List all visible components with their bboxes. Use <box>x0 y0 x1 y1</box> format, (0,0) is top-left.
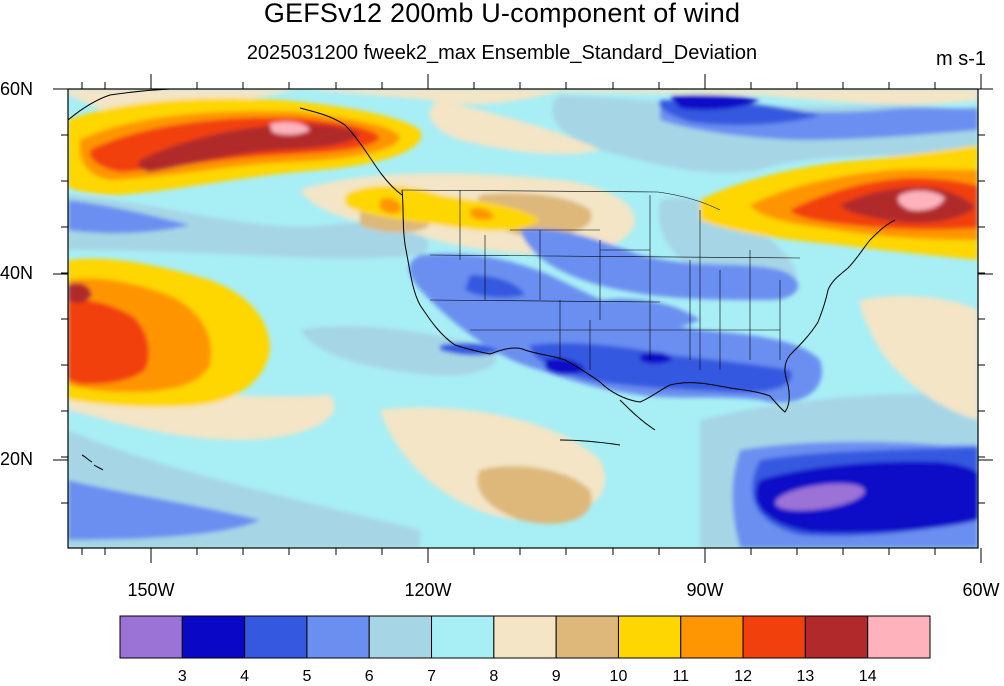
field-contour <box>68 480 260 540</box>
hawaii-coastline <box>81 454 104 471</box>
lon-label-150w: 150W <box>127 580 175 600</box>
colorbar-level-label: 6 <box>364 668 374 685</box>
field-contour <box>775 483 865 511</box>
coastlines <box>68 89 896 471</box>
colorbar-swatch <box>867 615 931 659</box>
field-contour <box>465 275 525 298</box>
colorbar-level-label: 12 <box>734 668 752 685</box>
field-contour <box>898 190 945 211</box>
colorbar-level-label: 5 <box>302 668 312 685</box>
map-ticks <box>53 74 993 563</box>
field-contour <box>477 466 592 524</box>
field-contour <box>755 461 978 533</box>
state-lines <box>401 189 801 370</box>
field-contour <box>470 207 494 221</box>
field-contour <box>545 358 585 375</box>
field-contour <box>860 295 978 420</box>
lon-label-60w: 60W <box>962 580 1000 600</box>
field-contour <box>68 89 978 105</box>
colorbar-swatch <box>181 615 246 659</box>
field-contour <box>68 200 190 234</box>
field-contour <box>429 100 600 155</box>
colorbar-level-label: 10 <box>609 668 628 685</box>
colorbar-level-label: 14 <box>858 668 877 685</box>
map-title: GEFSv12 200mb U-component of wind <box>263 0 741 28</box>
mexico-coastline <box>559 399 656 446</box>
colorbar-swatch <box>804 615 869 659</box>
colorbar-swatch <box>244 615 308 659</box>
field-contour <box>640 352 672 364</box>
colorbar-swatch <box>306 615 370 659</box>
lat-label-20n: 20N <box>0 449 34 469</box>
colorbar-level-label: 8 <box>489 668 499 685</box>
field-contour <box>530 343 792 393</box>
state-lines <box>459 190 781 370</box>
colorbar-level-label: 13 <box>796 668 815 685</box>
field-contour <box>520 229 799 300</box>
bc-coastline <box>299 107 403 196</box>
colorbar-level-label: 3 <box>177 668 187 685</box>
colorbar-level-label: 9 <box>551 668 561 685</box>
field-contour <box>138 124 360 172</box>
units-label: m s-1 <box>936 48 986 70</box>
lon-label-90w: 90W <box>686 580 724 600</box>
lon-label-120w: 120W <box>404 580 452 600</box>
map-subtitle: 2025031200 fweek2_max Ensemble_Standard_… <box>246 42 758 64</box>
lat-label-40n: 40N <box>0 263 34 283</box>
colorbar-swatch <box>431 615 495 659</box>
field-contour <box>68 195 429 259</box>
colorbar-level-label: 4 <box>240 668 250 685</box>
field-contour <box>68 299 149 385</box>
us-coastline <box>401 189 896 413</box>
colorbar-swatch <box>617 615 682 659</box>
field-contour <box>670 95 760 110</box>
wind-stddev-field <box>68 89 978 548</box>
field-contour <box>345 185 540 231</box>
colorbar-swatch <box>119 615 183 659</box>
colorbar-swatch <box>742 615 806 659</box>
colorbar-swatch <box>555 615 619 659</box>
field-contour <box>380 198 402 214</box>
field-contour <box>270 122 310 135</box>
colorbar-swatch <box>368 615 433 659</box>
colorbar-swatch <box>680 615 744 659</box>
lat-label-60n: 60N <box>0 79 34 99</box>
colorbar-level-label: 7 <box>427 668 436 685</box>
colorbar-swatch <box>493 615 557 659</box>
alaska-coastline <box>68 89 171 121</box>
state-boundaries <box>401 189 801 370</box>
field-contour <box>68 283 92 304</box>
colorbar-level-label: 11 <box>672 668 690 685</box>
